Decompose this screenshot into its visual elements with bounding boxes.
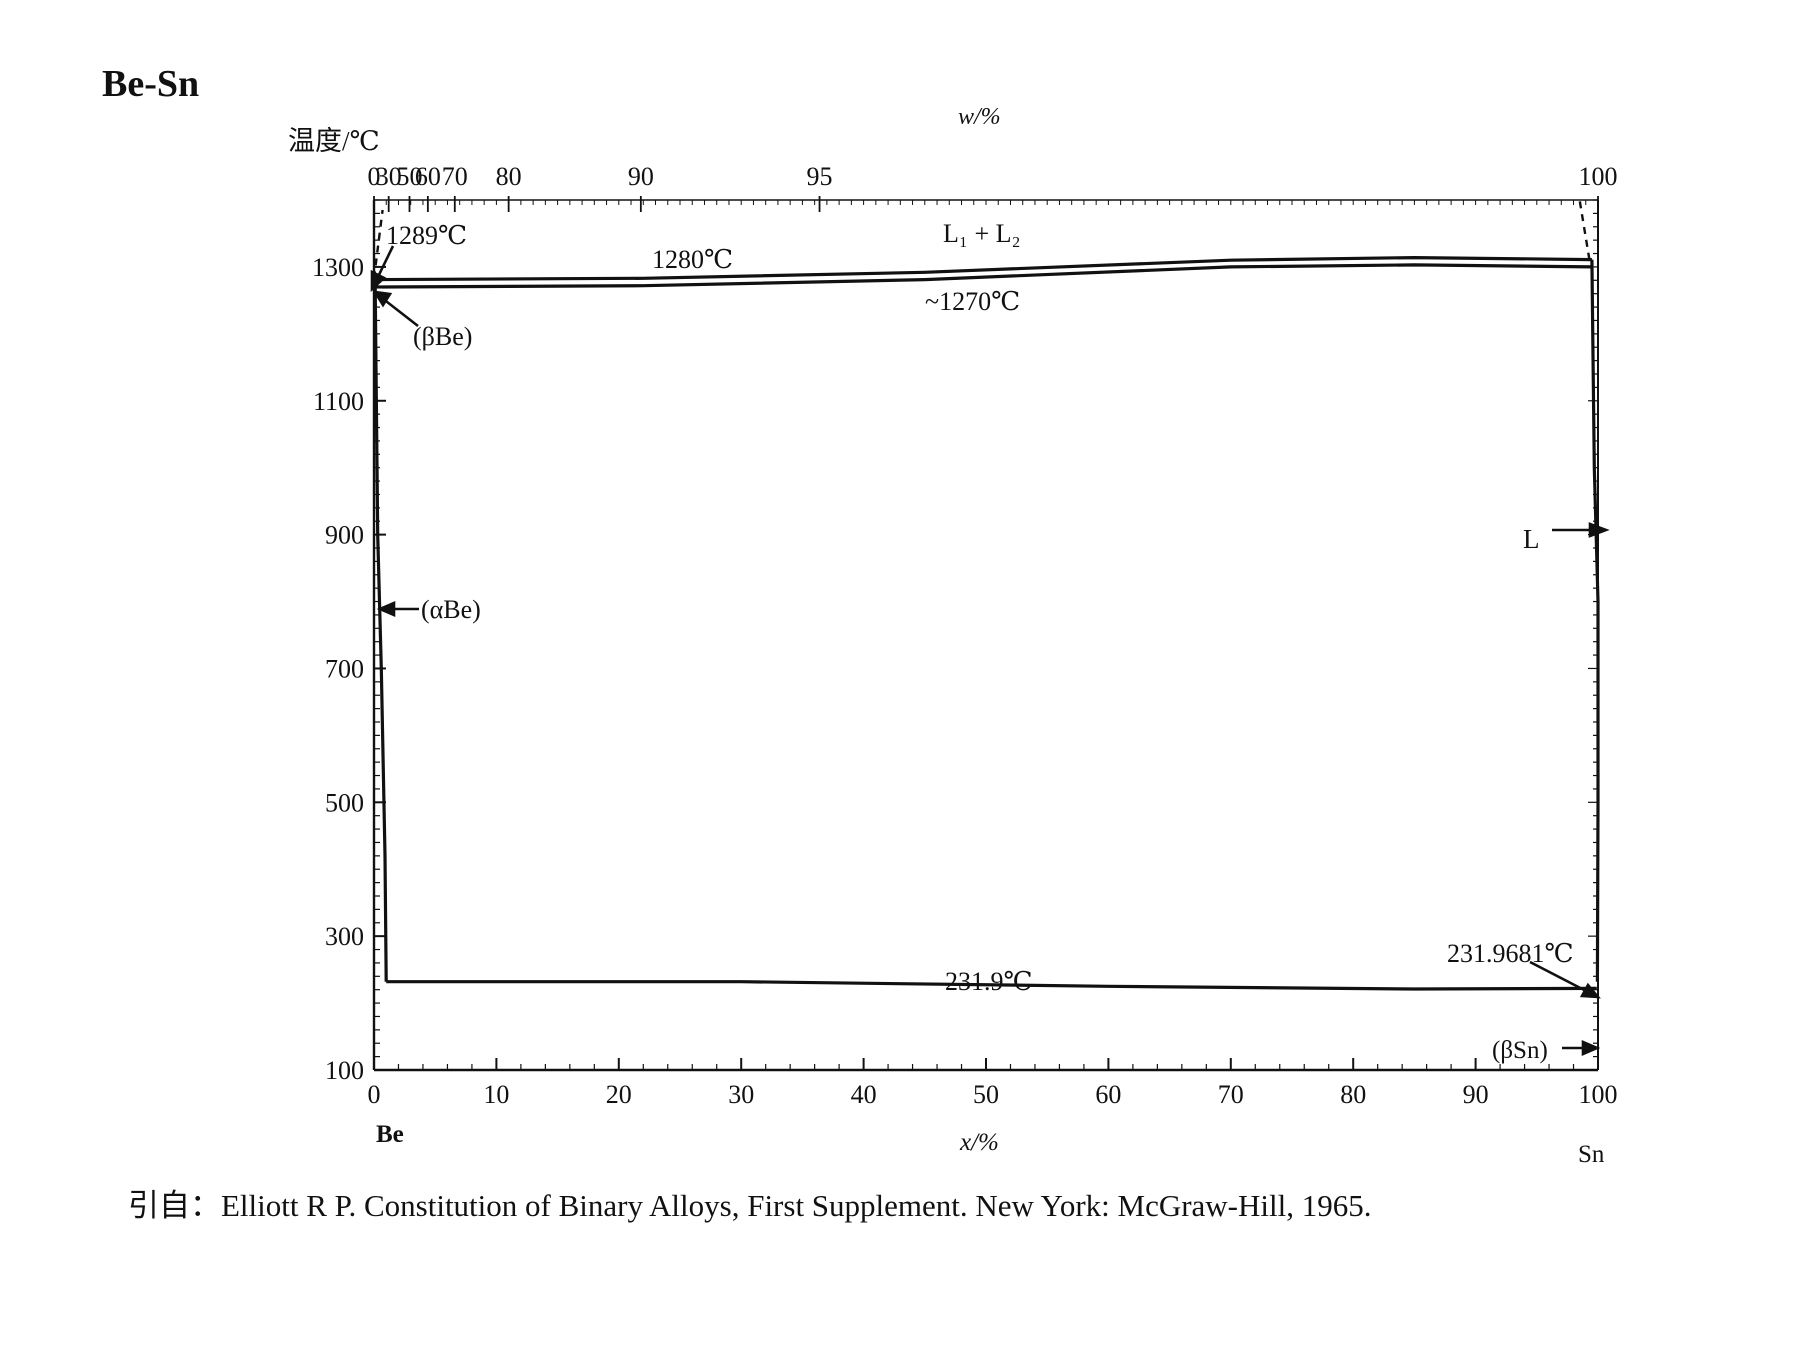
series-line — [1590, 259, 1600, 982]
annotation-arrows — [370, 245, 1610, 1056]
arrow-231-9681 — [1529, 960, 1591, 995]
arrow-beta-be-head — [372, 290, 393, 308]
system-title: Be-Sn — [102, 63, 200, 105]
series-line — [373, 286, 388, 982]
top-tick-label: 90 — [628, 162, 654, 191]
x-tick-label: 40 — [851, 1080, 877, 1109]
label-liquid: L — [1523, 524, 1540, 554]
top-tick-label: 60 — [415, 162, 441, 191]
series-line — [373, 263, 1592, 289]
arrow-1289-head — [370, 269, 387, 292]
x-tick-label: 90 — [1463, 1080, 1489, 1109]
label-alpha-be: (αBe) — [421, 595, 481, 624]
top-tick-label: 30 — [376, 162, 402, 191]
series-line — [373, 256, 1592, 282]
x-tick-label: 0 — [368, 1080, 381, 1109]
source-citation: 引自：Elliott R P. Constitution of Binary A… — [128, 1188, 1372, 1223]
x-tick-label: 70 — [1218, 1080, 1244, 1109]
top-axis-label: w/% — [958, 104, 1001, 130]
arrow-alpha-be-head — [376, 601, 396, 617]
x-tick-label: 50 — [973, 1080, 999, 1109]
label-1270: ~1270℃ — [925, 287, 1020, 316]
y-tick-label: 300 — [325, 922, 364, 951]
plot-frame — [372, 199, 1599, 1072]
x-tick-label: 80 — [1340, 1080, 1366, 1109]
y-tick-label: 500 — [325, 788, 364, 817]
x-tick-label: 20 — [606, 1080, 632, 1109]
label-231-9681: 231.9681℃ — [1447, 939, 1574, 968]
top-tick-label: 100 — [1579, 162, 1618, 191]
y-tick-label: 900 — [325, 521, 364, 550]
arrow-beta-be — [381, 296, 419, 328]
x-axis-label: x/% — [959, 1129, 999, 1156]
y-tick-label: 700 — [325, 654, 364, 683]
series-line — [1578, 199, 1591, 260]
x-tick-label: 100 — [1579, 1080, 1618, 1109]
label-beta-be: (βBe) — [413, 322, 472, 351]
label-l1-l2: L₁ + L₂ — [943, 219, 1021, 248]
top-tick-label: 70 — [442, 162, 468, 191]
series-line — [386, 980, 1597, 991]
y-tick-label: 100 — [325, 1056, 364, 1085]
x-tick-label: 10 — [483, 1080, 509, 1109]
top-tick-label: 0 — [368, 162, 381, 191]
element-be-label: Be — [376, 1121, 404, 1148]
label-beta-sn: (βSn) — [1492, 1037, 1548, 1064]
phase-boundaries — [372, 199, 1600, 991]
y-axis-label: 温度/℃ — [288, 126, 380, 156]
y-tick-label: 1100 — [313, 387, 364, 416]
arrow-liquid-head — [1588, 522, 1610, 538]
top-tick-label: 50 — [396, 162, 422, 191]
y-tick-label: 1300 — [312, 253, 364, 282]
label-1280: 1280℃ — [652, 245, 733, 274]
series-line — [372, 209, 384, 279]
label-231-9: 231.9℃ — [945, 967, 1033, 996]
top-tick-label: 95 — [807, 162, 833, 191]
x-tick-label: 30 — [728, 1080, 754, 1109]
x-tick-label: 60 — [1095, 1080, 1121, 1109]
arrow-beta-sn-head — [1581, 1040, 1601, 1056]
top-tick-label: 80 — [496, 162, 522, 191]
arrow-231-9681-head — [1579, 982, 1601, 999]
label-1289: 1289℃ — [386, 221, 467, 250]
element-sn-label: Sn — [1578, 1141, 1605, 1168]
